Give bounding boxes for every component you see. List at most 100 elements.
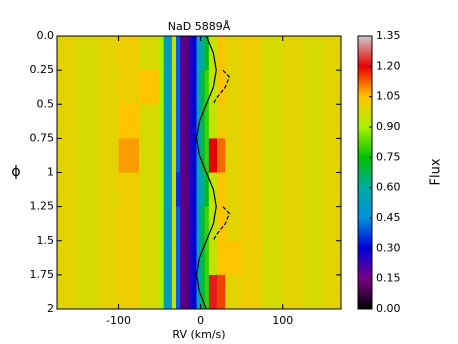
- heatmap-cell: [192, 138, 197, 173]
- heatmap-cell: [196, 70, 201, 105]
- heatmap-cell: [200, 206, 206, 242]
- y-tick-label: 0.0: [37, 29, 55, 42]
- chart-title: NaD 5889Å: [168, 20, 231, 33]
- heatmap-cell: [139, 138, 160, 173]
- heatmap-cell: [163, 206, 169, 242]
- heatmap-cell: [225, 172, 242, 207]
- heatmap-cell: [200, 172, 206, 207]
- heatmap-cell: [77, 36, 99, 71]
- heatmap-cell: [171, 172, 177, 207]
- colorbar-tick-label: 0.60: [376, 181, 401, 194]
- heatmap-cell: [204, 240, 210, 276]
- heatmap-cell: [200, 274, 206, 310]
- heatmap-cell: [241, 172, 263, 207]
- colorbar-tick-label: 0.90: [376, 120, 401, 133]
- y-tick-label: 1.75: [30, 268, 55, 281]
- heatmap-cell: [200, 104, 206, 139]
- phase-curve: [212, 69, 231, 242]
- heatmap-cell: [282, 240, 304, 276]
- heatmap-cell: [77, 138, 99, 173]
- heatmap-cell: [262, 206, 284, 242]
- heatmap-cell: [262, 138, 284, 173]
- heatmap-cell: [323, 206, 342, 242]
- heatmap-cell: [303, 240, 325, 276]
- heatmap-cell: [192, 36, 197, 71]
- x-tick-label: 0: [197, 314, 204, 327]
- heatmap-cell: [77, 206, 99, 242]
- heatmap-cell: [176, 172, 181, 207]
- heatmap-cell: [217, 104, 226, 139]
- heatmap-cell: [217, 274, 226, 310]
- heatmap-cell: [225, 206, 242, 242]
- heatmap-cell: [57, 172, 78, 207]
- heatmap-cell: [196, 138, 201, 173]
- heatmap-cell: [139, 240, 160, 276]
- heatmap-cell: [57, 274, 78, 310]
- y-tick-label: 2: [47, 302, 54, 315]
- x-axis-label: RV (km/s): [172, 328, 225, 341]
- heatmap-cell: [180, 274, 185, 310]
- heatmap-cell: [241, 70, 263, 105]
- heatmap-cell: [200, 138, 206, 173]
- heatmap-cell: [225, 274, 242, 310]
- heatmap-cell: [200, 70, 206, 105]
- heatmap-cell: [184, 172, 189, 207]
- heatmap-cell: [118, 240, 140, 276]
- heatmap-cell: [98, 70, 119, 105]
- heatmap-cell: [98, 172, 119, 207]
- heatmap-cell: [262, 274, 284, 310]
- heatmap-cell: [323, 240, 342, 276]
- heatmap-cell: [196, 172, 201, 207]
- heatmap-cell: [159, 172, 165, 207]
- heatmap-cell: [323, 36, 342, 71]
- heatmap-cell: [98, 36, 119, 71]
- heatmap-cell: [77, 172, 99, 207]
- heatmap-cell: [180, 240, 185, 276]
- heatmap-cell: [196, 206, 201, 242]
- heatmap-cell: [171, 104, 177, 139]
- heatmap-cell: [208, 274, 218, 310]
- heatmap-cell: [196, 274, 201, 310]
- x-tick-label: 100: [272, 314, 293, 327]
- colorbar-label: Flux: [429, 158, 444, 185]
- heatmap-cell: [204, 206, 210, 242]
- heatmap-cell: [204, 70, 210, 105]
- heatmap-cell: [171, 36, 177, 71]
- heatmap-cell: [163, 240, 169, 276]
- y-tick-label: 1.25: [30, 200, 55, 213]
- heatmap-cell: [217, 206, 226, 242]
- y-axis-label: ϕ: [11, 164, 20, 180]
- heatmap-cell: [192, 104, 197, 139]
- heatmap-cell: [139, 36, 160, 71]
- heatmap-cell: [188, 36, 193, 71]
- heatmap-cell: [139, 172, 160, 207]
- heatmap-cell: [118, 36, 140, 71]
- heatmap-cell: [98, 240, 119, 276]
- heatmap-cell: [180, 172, 185, 207]
- heatmap-cell: [57, 70, 78, 105]
- heatmap-cell: [163, 104, 169, 139]
- colorbar-tick-label: 0.45: [376, 211, 401, 224]
- heatmap-cell: [262, 104, 284, 139]
- heatmap-cell: [303, 172, 325, 207]
- heatmap-cell: [176, 240, 181, 276]
- heatmap-cell: [167, 70, 173, 105]
- heatmap-cell: [323, 104, 342, 139]
- heatmap-cell: [180, 36, 185, 71]
- heatmap-cell: [200, 240, 206, 276]
- heatmap-cell: [282, 104, 304, 139]
- heatmap-cell: [77, 240, 99, 276]
- heatmap-cell: [139, 70, 160, 105]
- heatmap-cell: [176, 104, 181, 139]
- heatmap-cell: [180, 206, 185, 242]
- heatmap-cell: [184, 36, 189, 71]
- colorbar-tick-label: 0.30: [376, 241, 401, 254]
- heatmap-cell: [163, 172, 169, 207]
- heatmap-cell: [217, 138, 226, 173]
- heatmap-cell: [303, 36, 325, 71]
- heatmap-cell: [192, 240, 197, 276]
- heatmap-cell: [159, 206, 165, 242]
- heatmap-cell: [159, 70, 165, 105]
- heatmap-cell: [262, 172, 284, 207]
- heatmap-cell: [167, 172, 173, 207]
